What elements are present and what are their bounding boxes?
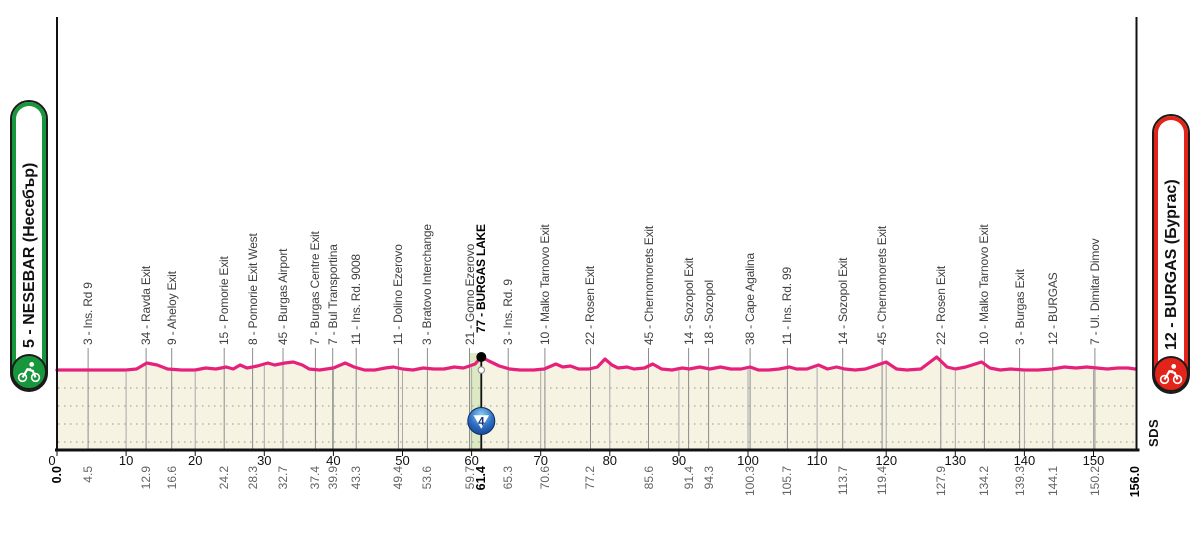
km-distance-label: 91.4 (681, 466, 696, 490)
waypoint-label: 7 - Bul Transportina (325, 244, 340, 345)
axis-tick-label: 40 (326, 453, 341, 468)
km-distance-label: 139.3 (1012, 466, 1027, 497)
km-distance-label: 12.9 (139, 466, 154, 490)
x-axis (55, 448, 1140, 452)
waypoint-label: 11 - Ins. Rd. 99 (780, 267, 795, 345)
finish-banner-label: 12 - BURGAS (Бургас) (1163, 179, 1180, 350)
km-distance-label: 32.7 (275, 466, 290, 490)
km-distance-label: 134.2 (977, 466, 992, 497)
waypoint-label: 11 - Ins. Rd. 9008 (349, 254, 364, 345)
sprint-badge: 4 (467, 407, 496, 435)
axis-tick-label: 50 (395, 453, 410, 468)
axis-tick-label: 130 (944, 453, 967, 468)
finish-banner-circle (1153, 356, 1189, 392)
waypoint-label: 12 - BURGAS (1045, 272, 1060, 346)
axis-tick-label: 140 (1013, 453, 1036, 468)
sprint-peak-dot (476, 352, 487, 362)
km-distance-label: 150.2 (1087, 466, 1102, 497)
waypoint-label: 45 - Chernomorets Exit (641, 226, 656, 345)
finish-banner: 12 - BURGAS (Бургас) (1152, 114, 1190, 394)
start-banner: 5 - NESEBAR (Несебър) (10, 100, 48, 392)
waypoint-label: 7 - Ul. Dimitar Dimov (1087, 238, 1102, 345)
waypoint-label: 14 - Sozopol Exit (835, 257, 850, 345)
km-distance-label: 77.2 (583, 466, 598, 490)
waypoint-label: 14 - Sozopol Exit (681, 257, 696, 345)
waypoint-label: 3 - Ins. Rd 9 (81, 282, 96, 345)
axis-tick-label: 150 (1082, 453, 1105, 468)
sds-watermark: SDS (1146, 418, 1161, 447)
profile-area (57, 357, 1135, 450)
sprint-zone-band (469, 353, 482, 450)
km-distance-label: 53.6 (420, 466, 435, 490)
km-distance-label: 24.2 (217, 466, 232, 490)
waypoint-label: 10 - Malko Tarnovo Exit (977, 224, 992, 345)
waypoint-label: 3 - Burgas Exit (1012, 269, 1027, 345)
km-distance-label: 127.9 (933, 466, 948, 497)
waypoint-label: 45 - Burgas Airport (275, 248, 290, 345)
waypoint-label: 34 - Ravda Exit (139, 265, 154, 345)
axis-tick-label: 0 (48, 453, 56, 468)
waypoint-label: 7 - Burgas Centre Exit (308, 231, 323, 345)
km-distance-label: 0.0 (50, 466, 64, 484)
km-distance-label: 119.4 (875, 466, 890, 496)
finish-banner-frame (1152, 114, 1190, 394)
axis-tick-label: 110 (806, 453, 828, 468)
waypoint-label: 9 - Aheloy Exit (164, 271, 179, 345)
waypoint-label: 8 - Pomorie Exit West (245, 233, 260, 345)
waypoint-label: 38 - Cape Agalina (743, 252, 758, 345)
km-distance-label: 49.4 (391, 466, 406, 490)
km-distance-label: 85.6 (641, 466, 656, 490)
km-distance-label: 144.1 (1045, 466, 1060, 497)
start-banner-frame (10, 100, 48, 392)
start-banner-circle (11, 354, 47, 390)
elevation-profile-line (55, 355, 1137, 372)
km-distance-label: 61.4 (474, 466, 489, 491)
km-distance-label: 156.0 (1128, 466, 1142, 498)
km-distance-label: 105.7 (780, 466, 795, 497)
axis-tick-label: 20 (187, 453, 203, 468)
waypoint-label: 45 - Chernomorets Exit (875, 226, 890, 345)
waypoint-label: 22 - Rosen Exit (933, 265, 948, 345)
axis-tick-label: 70 (533, 453, 548, 468)
km-distance-label: 16.6 (164, 466, 179, 490)
km-distance-label: 4.5 (81, 466, 96, 483)
axis-tick-label: 90 (671, 453, 687, 468)
waypoint-label: 77 - BURGAS LAKE (474, 224, 489, 333)
waypoint-label: 10 - Malko Tarnovo Exit (537, 224, 552, 345)
km-distance-label: 28.3 (245, 466, 260, 490)
svg-text:4: 4 (478, 416, 485, 428)
sprint-open-dot (477, 366, 485, 374)
waypoint-label: 3 - Bratovo Interchange (420, 224, 435, 345)
axis-tick-label: 120 (875, 453, 898, 468)
waypoint-label: 22 - Rosen Exit (583, 265, 598, 345)
axis-tick-label: 100 (737, 453, 759, 468)
axis-tick-label: 30 (257, 453, 272, 468)
km-distance-label: 100.3 (743, 466, 758, 497)
cyclist-icon (1159, 364, 1183, 385)
km-distance-label: 65.3 (501, 466, 516, 490)
km-distance-label: 70.6 (537, 466, 552, 490)
axis-tick-label: 80 (602, 453, 618, 468)
waypoint-label: 3 - Ins. Rd. 9 (501, 279, 516, 345)
axis-tick-label: 60 (464, 453, 479, 468)
start-banner-label: 5 - NESEBAR (Несебър) (21, 162, 38, 348)
km-distance-label: 94.3 (701, 466, 716, 490)
axis-tick-label: 10 (118, 453, 134, 468)
waypoint-label: 11 - Dolino Ezerovo (391, 244, 406, 345)
km-distance-label: 43.3 (349, 466, 364, 490)
km-distance-label: 39.9 (325, 466, 340, 490)
waypoint-label: 15 - Pomorie Exit (217, 256, 232, 345)
km-distance-label: 113.7 (835, 466, 850, 496)
km-distance-label: 37.4 (308, 466, 323, 490)
cyclist-icon (17, 362, 41, 383)
waypoint-label: 18 - Sozopol (701, 280, 716, 345)
